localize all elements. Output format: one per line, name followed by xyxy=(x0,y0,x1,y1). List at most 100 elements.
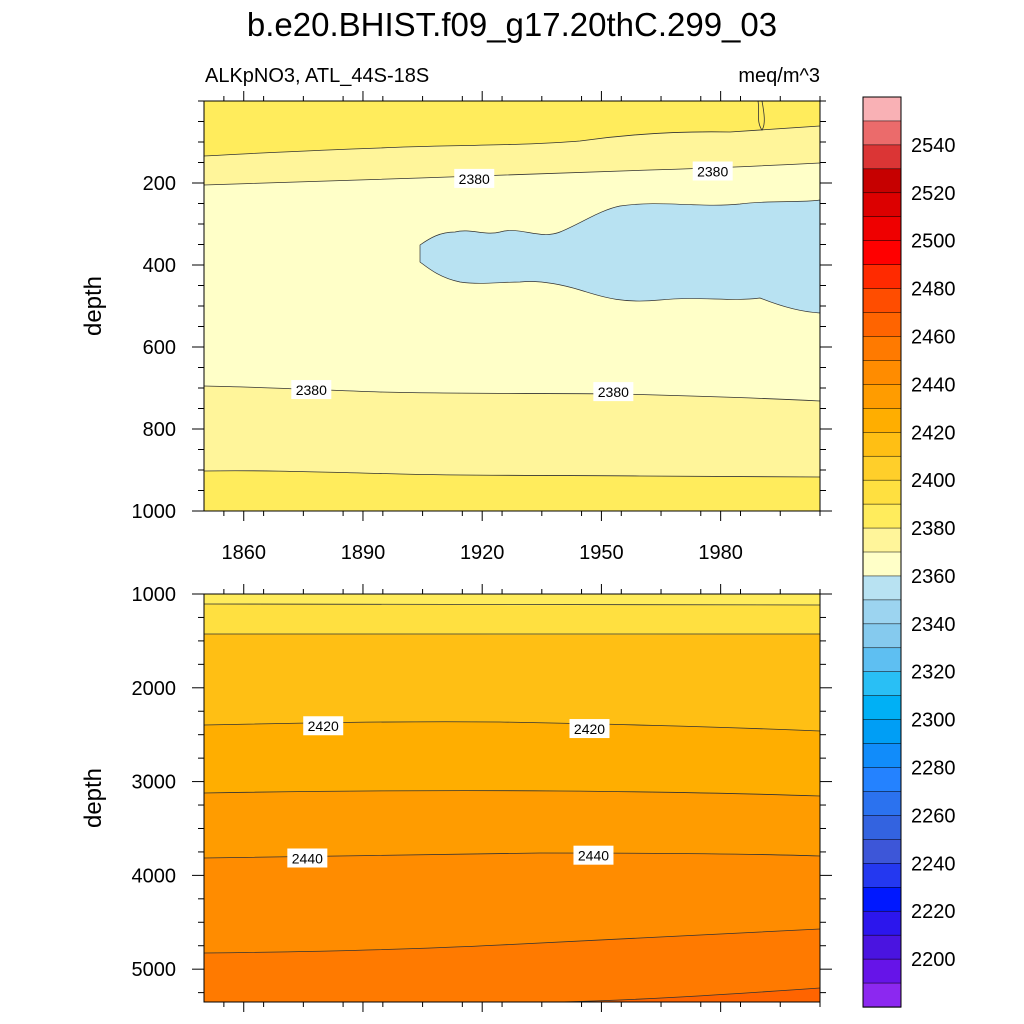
lower-frame xyxy=(203,593,821,1003)
lower-contour-label: 2420 xyxy=(303,716,344,736)
upper-contour-label: 2380 xyxy=(454,168,495,188)
upper-contour-line xyxy=(757,101,765,131)
colorbar-swatch xyxy=(862,863,902,888)
colorbar-label: 2320 xyxy=(911,662,956,684)
colorbar-label: 2520 xyxy=(911,183,956,205)
colorbar-label: 2480 xyxy=(911,279,956,301)
colorbar-swatch xyxy=(862,408,902,433)
colorbar-swatch xyxy=(862,815,902,841)
upper-contour-label: 2380 xyxy=(291,380,332,400)
contour-label-text: 2380 xyxy=(459,171,490,187)
colorbar-swatch xyxy=(862,360,902,386)
contour-label-text: 2440 xyxy=(578,848,609,864)
colorbar-swatch xyxy=(862,192,902,218)
lower-region-2475 xyxy=(560,988,820,1002)
colorbar-swatch xyxy=(862,312,902,338)
variable-label: ALKpNO3, ATL_44S-18S xyxy=(205,65,429,87)
lower-contour-line xyxy=(204,928,820,954)
colorbar-swatch xyxy=(862,264,902,290)
colorbar-label: 2460 xyxy=(911,326,956,348)
upper-region-2395-top xyxy=(204,101,820,156)
lower-contour-line xyxy=(559,987,820,1002)
contour-label-text: 2420 xyxy=(574,721,605,737)
colorbar-swatch xyxy=(862,432,902,457)
lower-region-2415b xyxy=(204,604,820,635)
colorbar-swatch xyxy=(862,647,902,673)
upper-contour-label: 2380 xyxy=(593,382,634,402)
colorbar-swatch xyxy=(862,958,902,984)
colorbar-label: 2400 xyxy=(911,470,956,492)
colorbar-swatch xyxy=(862,479,902,505)
colorbar-swatch xyxy=(862,455,902,481)
lower-contour-label: 2440 xyxy=(573,845,614,865)
colorbar-label: 2280 xyxy=(911,758,956,780)
colorbar-swatch xyxy=(862,887,902,912)
contour-label-text: 2440 xyxy=(292,850,323,866)
upper-contour-line xyxy=(204,162,820,186)
colorbar-swatch xyxy=(862,575,902,601)
colorbar-swatch xyxy=(862,839,902,864)
upper-region-2365 xyxy=(419,199,820,314)
y-tick-label: 3000 xyxy=(132,772,177,794)
lower-contour-label: 2440 xyxy=(287,848,328,868)
colorbar-swatch xyxy=(862,527,902,553)
x-tick-label: 1980 xyxy=(698,542,743,564)
lower-region-2405 xyxy=(204,594,820,606)
colorbar-swatch xyxy=(862,551,902,577)
chart-title: b.e20.BHIST.f09_g17.20thC.299_03 xyxy=(247,6,777,43)
colorbar-swatch xyxy=(862,216,902,242)
colorbar-label: 2440 xyxy=(911,374,956,396)
colorbar-swatch xyxy=(862,719,902,745)
upper-region-2395-bottom xyxy=(204,470,820,511)
colorbar-label: 2540 xyxy=(911,135,956,157)
y-tick-label: 400 xyxy=(143,255,176,277)
colorbar-swatch xyxy=(862,599,902,625)
upper-contour-line xyxy=(204,125,820,157)
colorbar-label: 2300 xyxy=(911,710,956,732)
contour-label-text: 2380 xyxy=(697,164,728,180)
colorbar-label: 2360 xyxy=(911,566,956,588)
y-tick-label: 4000 xyxy=(132,865,177,887)
y-tick-label: 800 xyxy=(143,419,176,441)
x-tick-label: 1860 xyxy=(221,542,266,564)
y-tick-label: 5000 xyxy=(132,959,177,981)
colorbar-swatch xyxy=(862,934,902,960)
y-tick-label: 1000 xyxy=(132,501,177,523)
colorbar-swatch xyxy=(862,791,902,817)
colorbar-swatch xyxy=(862,120,902,146)
colorbar-swatch xyxy=(862,503,902,529)
upper-contour-line xyxy=(204,470,820,478)
colorbar-swatch xyxy=(862,695,902,721)
lower-contour-line xyxy=(204,721,820,732)
colorbar-label: 2380 xyxy=(911,518,956,540)
lower-ylabel: depth xyxy=(80,768,107,828)
colorbar-swatch xyxy=(862,623,902,649)
colorbar-swatch xyxy=(862,168,902,194)
contour-label-text: 2380 xyxy=(296,382,327,398)
lower-panel: depth 1000 2000 3000 4000 5000 2420 2420 2440 2… xyxy=(80,584,832,1012)
contour-label-text: 2420 xyxy=(308,718,339,734)
colorbar: 2540 2520 2500 2480 2460 2440 2420 2400 2380 2360… xyxy=(862,96,956,1008)
x-tick-label: 1890 xyxy=(341,542,386,564)
colorbar-label: 2220 xyxy=(911,901,956,923)
colorbar-swatch xyxy=(862,767,902,793)
colorbar-label: 2420 xyxy=(911,422,956,444)
x-tick-label: 1950 xyxy=(579,542,624,564)
upper-contour-label: 2380 xyxy=(692,161,733,181)
upper-panel: depth 1860 1890 1920 1950 1980 200 400 600 800 10… xyxy=(80,91,832,564)
colorbar-label: 2260 xyxy=(911,805,956,827)
colorbar-label: 2500 xyxy=(911,231,956,253)
contour-label-text: 2380 xyxy=(598,384,629,400)
colorbar-swatch xyxy=(862,144,902,170)
colorbar-swatch xyxy=(862,336,902,362)
lower-region-2465 xyxy=(204,929,820,1002)
colorbar-swatch xyxy=(862,982,902,1008)
colorbar-swatch xyxy=(862,288,902,314)
colorbar-swatch xyxy=(862,240,902,266)
upper-ylabel: depth xyxy=(80,276,107,336)
x-tick-label: 1920 xyxy=(460,542,505,564)
colorbar-label: 2200 xyxy=(911,949,956,971)
colorbar-label: 2340 xyxy=(911,614,956,636)
lower-contour-line xyxy=(204,790,820,797)
